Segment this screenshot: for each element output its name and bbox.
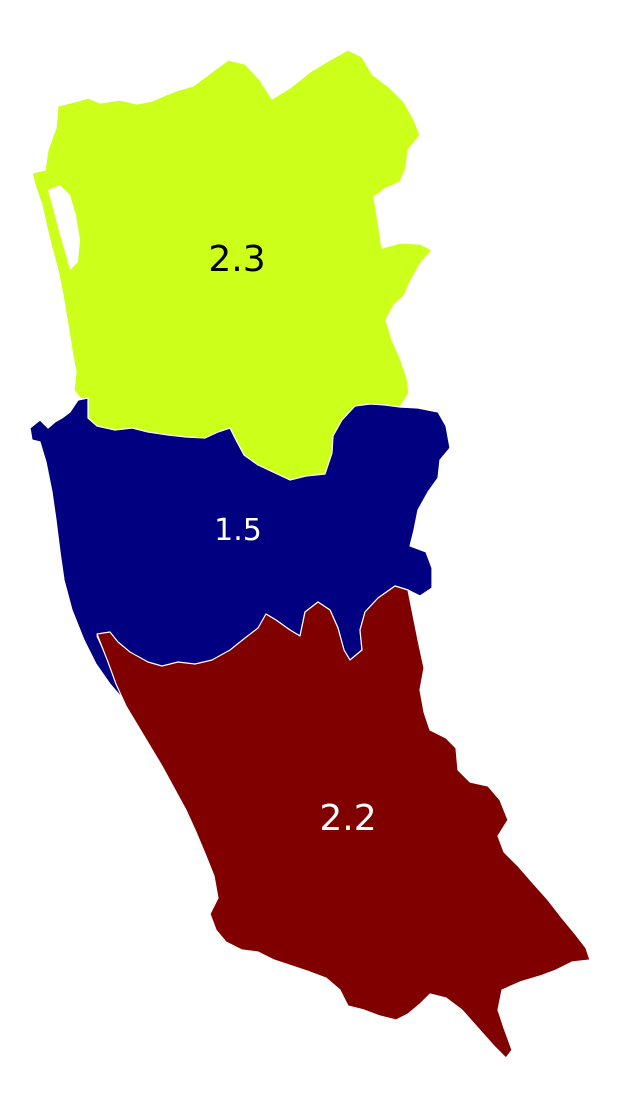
- lagoon: [48, 185, 80, 270]
- region-label-south: 2.2: [319, 798, 376, 839]
- region-label-middle: 1.5: [214, 513, 262, 548]
- region-label-north: 2.3: [208, 239, 265, 280]
- region-south[interactable]: [96, 585, 591, 1059]
